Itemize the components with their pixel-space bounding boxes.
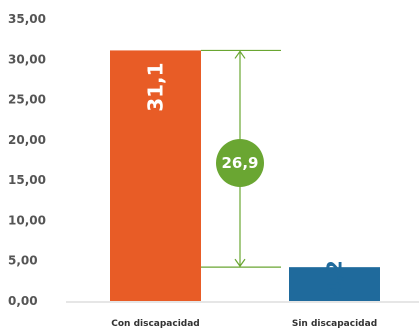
category-label: Con discapacidad [111,319,200,329]
y-tick-label: 20,00 [8,133,46,147]
y-tick-label: 5,00 [8,254,38,268]
difference-label: 26,9 [221,154,258,172]
bar [110,50,201,302]
arrow-up-icon [234,50,246,59]
y-tick-label: 10,00 [8,213,46,227]
y-tick-label: 15,00 [8,173,46,187]
y-axis-ticks: 0,00 5,00 10,00 15,00 20,00 25,00 30,00 35,00 [8,12,46,308]
bar-value-label: 4,2 [323,260,347,295]
bar-value-labels: 31,1 4,2 [144,62,347,295]
y-tick-label: 0,00 [8,294,38,308]
category-label: Sin discapacidad [292,319,377,329]
bar-value-label: 31,1 [144,62,168,111]
difference-badge [216,139,264,187]
y-tick-label: 25,00 [8,93,46,107]
y-tick-label: 30,00 [8,52,46,66]
y-tick-label: 35,00 [8,12,46,26]
bars [110,50,380,302]
difference-annotation: 26,9 [201,49,281,268]
category-labels: Con discapacidad Sin discapacidad [111,319,377,329]
arrow-down-icon [234,258,246,268]
bar [289,267,380,301]
